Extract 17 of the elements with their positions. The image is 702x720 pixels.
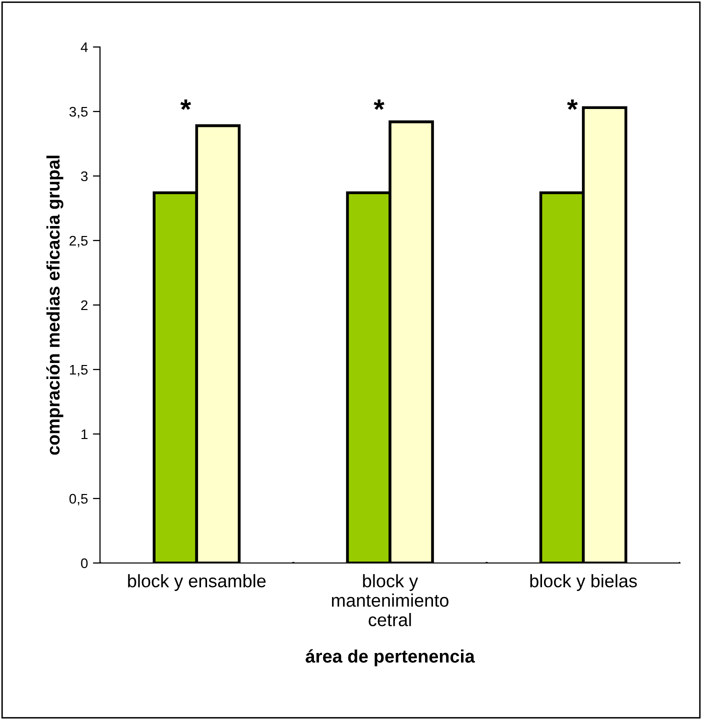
- x-tick-label: block y mantenimiento cetral: [332, 574, 448, 626]
- x-axis-title: área de pertenencia: [306, 649, 475, 666]
- y-tick-label: 1: [82, 429, 88, 440]
- annotation: *: [374, 100, 384, 110]
- x-tick-label: block y ensamble: [128, 574, 266, 591]
- y-tick-label: 2: [81, 300, 88, 310]
- x-tick-label: block y bielas: [530, 574, 637, 591]
- y-tick-label: 0,5: [69, 494, 88, 506]
- y-tick-label: 0: [81, 558, 88, 568]
- annotation: *: [567, 100, 578, 110]
- y-axis-title: compración medias eficacia grupal: [46, 156, 64, 455]
- y-tick-label: 4: [80, 42, 88, 52]
- y-tick-label: 3: [81, 171, 88, 182]
- y-tick-label: 2,5: [70, 236, 88, 248]
- annotation: *: [180, 100, 192, 110]
- y-tick-label: 1,5: [70, 364, 88, 376]
- y-tick-label: 3,5: [69, 106, 88, 118]
